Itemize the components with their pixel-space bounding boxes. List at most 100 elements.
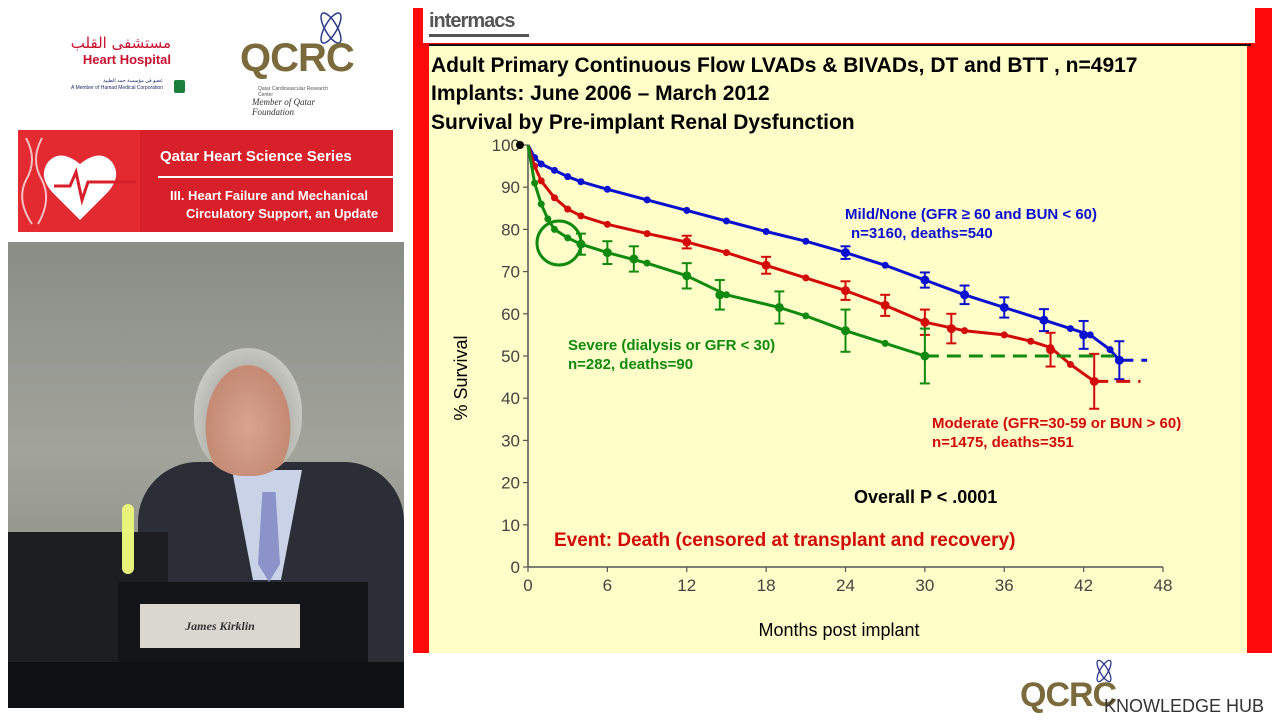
series-moderate-error-bar [1089,352,1100,410]
series-mild-error-bar [1078,319,1089,350]
footer-knowledge-hub: KNOWLEDGE HUB [1104,696,1265,716]
series-severe-error-bar [714,279,725,311]
banner-divider [158,176,393,178]
legend-severe-detail: n=282, deaths=90 [568,356,693,373]
series-mild-line [526,144,1121,362]
slide-title-line3: Survival by Pre-implant Renal Dysfunctio… [431,111,855,134]
y-tick-label: 20 [501,474,520,493]
series-moderate-error-bar [1045,331,1056,368]
heart-hospital-arabic: مستشفى القلب [70,34,171,52]
series-severe-point [531,179,539,187]
series-moderate-point [577,212,585,220]
hmc-badge-icon [174,80,185,93]
highlight-circle [535,219,583,267]
series-moderate-point [802,274,810,282]
heart-hospital-logo: مستشفى القلب Heart Hospital عضو في مؤسسة… [40,34,185,100]
atom-icon [1096,659,1112,683]
x-tick-label: 0 [523,576,532,595]
y-ticks: 0 10 20 30 40 50 60 70 80 90 100 [492,136,528,577]
y-tick-label: 0 [511,558,520,577]
x-tick-label: 18 [757,576,776,595]
x-tick-label: 48 [1154,576,1173,595]
intermacs-logo: intermacs [429,10,515,32]
series-severe-line [526,144,926,358]
series-mild-point [683,206,691,214]
series-severe-error-bar [602,240,613,266]
y-tick-label: 10 [501,516,520,535]
series-severe-point [881,339,889,347]
speaker-head [194,348,302,476]
lectern-lamp [122,504,134,574]
slide-title-line2: Implants: June 2006 – March 2012 [431,82,770,105]
series-severe-error-bar [919,327,930,385]
series-mild-point [564,173,572,181]
series-mild-point [762,228,770,236]
series-severe-point [722,291,730,299]
series-severe-error-bar [681,262,692,290]
series-moderate-error-bar [946,312,957,345]
heart-hospital-sub-arabic: عضو في مؤسسة حمد الطبية [103,78,163,84]
x-axis-label: Months post implant [758,620,919,640]
series-severe-point [802,312,810,320]
series-mild-point [537,160,545,168]
series-mild-error-bar [840,245,851,260]
series-mild-point [603,185,611,193]
series-moderate-point [1066,360,1074,368]
series-mild-error-bar [919,271,930,289]
series-mild-point [1066,325,1074,333]
p-value-annotation: Overall P < .0001 [854,487,997,507]
qcrc-wordmark: QCRC [240,36,355,80]
series-mild-point [881,261,889,269]
speaker-tie [258,492,280,582]
legend-mild-detail: n=3160, deaths=540 [851,225,993,242]
series-moderate-point [643,230,651,238]
series-title: Qatar Heart Science Series [160,148,352,165]
legend-moderate-detail: n=1475, deaths=351 [932,434,1074,451]
y-axis-label: % Survival [451,335,471,420]
legend-severe-name: Severe (dialysis or GFR < 30) [568,337,775,354]
series-severe-point [537,200,545,208]
series-mild-error-bar [959,284,970,306]
x-tick-label: 6 [603,576,612,595]
series-mild-point [1106,346,1114,354]
event-annotation: Event: Death (censored at transplant and… [554,530,1015,551]
series-moderate-point [537,177,545,185]
qcrc-knowledge-hub-logo: QCRC KNOWLEDGE HUB [1020,656,1276,716]
series-severe-error-bar [840,308,851,353]
y-tick-label: 50 [501,347,520,366]
y-tick-label: 90 [501,178,520,197]
series-moderate-point [1000,331,1008,339]
slide-title-line1: Adult Primary Continuous Flow LVADs & BI… [431,54,1138,77]
y-tick-label: 40 [501,389,520,408]
origin-marker [516,141,524,149]
series-moderate-point [1027,337,1035,345]
x-ticks: 0 6 12 18 24 30 36 42 48 [523,567,1172,595]
intermacs-underline [429,34,529,37]
series-severe-point [550,225,558,233]
series-severe-error-bar [774,290,785,325]
qcrc-member-text: Member of Qatar Foundation [252,97,315,117]
series-moderate-point [564,205,572,213]
series-moderate-error-bar [681,234,692,250]
series-moderate-error-bar [880,293,891,317]
series-severe-point [643,259,651,267]
qcrc-subtitle: Qatar Cardiovascular Research Center [258,86,329,98]
x-tick-label: 42 [1074,576,1093,595]
x-tick-label: 12 [677,576,696,595]
podium-base [8,662,404,708]
slide-header-rule [429,44,1251,46]
series-severe-point [564,234,572,242]
series-moderate-point [961,327,969,335]
heart-graphic [21,137,136,225]
series-moderate-error-bar [840,280,851,301]
series-mild-error-bar [999,296,1010,319]
heart-dna-icon [18,130,140,232]
y-tick-label: 60 [501,305,520,324]
series-subtitle-line2: Circulatory Support, an Update [186,206,379,221]
series-layer [516,141,1148,410]
atom-icon [320,12,342,44]
series-mild-point [722,217,730,225]
x-tick-label: 36 [995,576,1014,595]
x-tick-label: 24 [836,576,855,595]
